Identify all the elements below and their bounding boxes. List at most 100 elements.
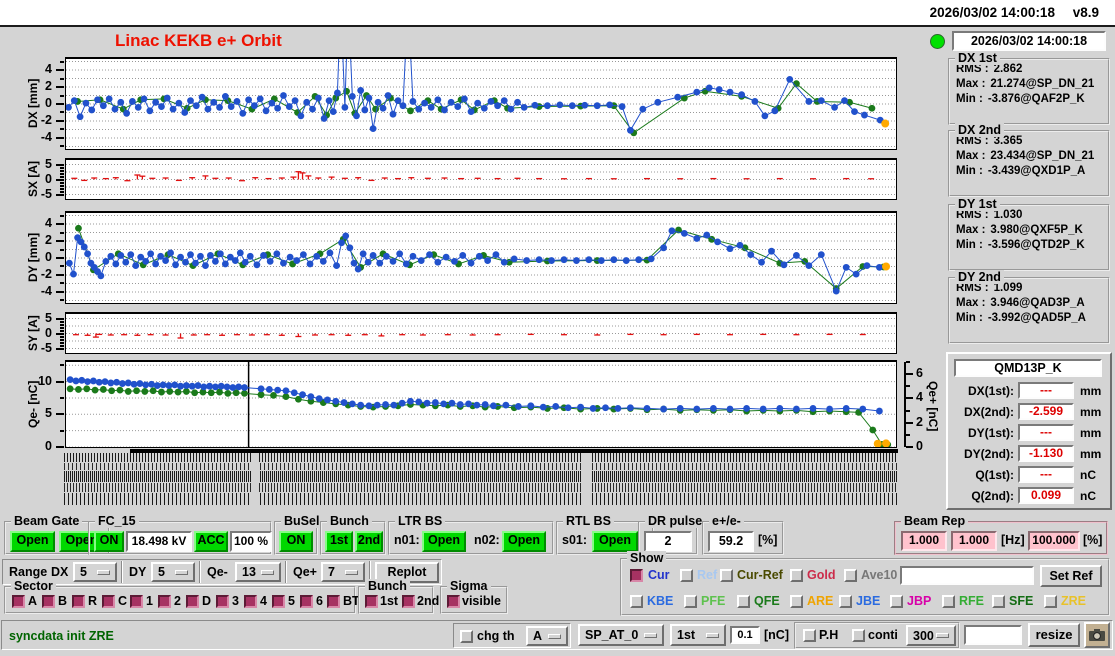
show-are-checkbox[interactable] [790,595,803,608]
sector-3-checkbox[interactable] [216,595,229,608]
bunch-2nd-button[interactable]: 2nd [355,531,383,552]
screenshot-button[interactable] [1084,622,1110,648]
y-minor-tick [60,94,64,97]
sector-2-checkbox[interactable] [158,595,171,608]
dy-plot-canvas [65,215,896,301]
charge-threshold-input[interactable] [730,626,760,644]
beam-gate-open-1-button[interactable]: Open [10,531,55,552]
accelerated-region-bar [130,449,898,453]
window-titlebar: 2026/03/02 14:00:18 v8.9 [0,0,1115,27]
option-menu-indicator [345,569,358,575]
y-tick [56,86,64,89]
bunch-1st-button[interactable]: 1st [325,531,353,552]
bunch-1st-checkbox[interactable] [365,595,378,608]
bunch-2nd-checkbox[interactable] [402,595,415,608]
show-ref-checkbox[interactable] [680,569,693,582]
option-menu-indicator [261,569,274,575]
show-cur-ref-checkbox[interactable] [720,569,733,582]
fc15-on-button[interactable]: ON [94,531,124,552]
y-minor-tick [60,265,64,268]
show-pfe-checkbox[interactable] [684,595,697,608]
sector-d-checkbox[interactable] [186,595,199,608]
sector-bt-checkbox[interactable] [327,595,340,608]
dy2-rms: 1.099 [993,282,1023,294]
y-minor-tick [60,329,64,332]
show-sfe-checkbox[interactable] [992,595,1005,608]
set-ref-button[interactable]: Set Ref [1040,565,1102,587]
y-tick [56,257,64,259]
sector-c-checkbox[interactable] [102,595,115,608]
range-bar: Range DX 5 DY 5 Qe- 13 Qe+ 7 Replot [2,559,442,585]
y-tick-label: 0 [45,250,52,264]
beam-rep-value-1: 1.000 [901,531,947,551]
ltr-n02-open-button[interactable]: Open [502,531,546,552]
ltr-n01-open-button[interactable]: Open [422,531,466,552]
show-cur-label: Cur [648,568,670,582]
bpm-name-select[interactable]: SP_AT_0 [578,624,664,646]
threshold-sector-select[interactable]: A [526,626,568,646]
y-tick-label: 4 [916,390,923,405]
dx-plot-canvas [65,2,896,147]
y-tick [56,136,64,139]
show-jbe-checkbox[interactable] [839,595,852,608]
busel-on-button[interactable]: ON [279,531,313,552]
aux-input[interactable] [964,625,1022,645]
option-menu-indicator [936,633,949,638]
y-tick-label: -5 [40,340,52,355]
y-minor-tick [60,145,64,148]
bunch-select[interactable]: 1st [670,624,726,646]
fc15-acc-button[interactable]: ACC [194,531,228,552]
y-tick-label: 5 [45,406,52,421]
y-minor-tick [60,248,64,251]
status-time: 2026/03/02 14:00:18 [952,31,1106,51]
dx-plot: 4 2 0 -2 -4 [41,2,897,150]
bunch-buttons-group: Bunch 1st 2nd [320,514,386,555]
sector-5-checkbox[interactable] [272,595,285,608]
sector-6-checkbox[interactable] [300,595,313,608]
rtl-s01-open-button[interactable]: Open [592,531,638,552]
right-y-minor-tick [906,409,910,412]
y-tick-label: 2 [916,414,923,429]
range-qe-plus-select[interactable]: 7 [321,562,365,582]
sector-r-checkbox[interactable] [72,595,85,608]
show-jbp-checkbox[interactable] [890,595,903,608]
ref-name-input[interactable] [900,566,1034,585]
y-tick-label: 5 [45,310,52,325]
show-qfe-label: QFE [754,594,780,608]
conti-checkbox[interactable] [852,629,865,642]
y-minor-tick [60,166,64,169]
sector-4-checkbox[interactable] [244,595,257,608]
show-q fe-checkbox[interactable] [737,595,750,608]
range-qe-minus-select[interactable]: 13 [235,562,281,582]
ph-checkbox[interactable] [803,629,816,642]
y-minor-tick [60,169,64,172]
show-cur-checkbox[interactable] [630,569,643,582]
range-dy-select[interactable]: 5 [151,562,195,582]
chg-th-checkbox[interactable] [460,630,473,643]
y-minor-tick [60,282,64,285]
y-tick-label: -4 [40,283,52,298]
resize-button[interactable]: resize [1028,623,1080,647]
sx-plot: 5 0 -5 [41,157,897,201]
beam-rep-value-3: 100.000 [1028,531,1080,551]
right-y-minor-tick [906,361,910,363]
sector-b-checkbox[interactable] [42,595,55,608]
show-kbe-checkbox[interactable] [630,595,643,608]
show-gold-checkbox[interactable] [790,569,803,582]
show-zre-checkbox[interactable] [1044,595,1057,608]
show-ave10-checkbox[interactable] [844,569,857,582]
option-menu-indicator [97,569,110,575]
show-kbe-label: KBE [647,594,674,608]
conti-count-select[interactable]: 300 [906,625,956,646]
sector-1-checkbox[interactable] [130,595,143,608]
range-dx-select[interactable]: 5 [73,562,117,582]
sector-a-checkbox[interactable] [12,595,25,608]
show-rfe-checkbox[interactable] [942,595,955,608]
sigma-visible-checkbox[interactable] [447,595,460,608]
y-minor-tick [60,344,64,347]
camera-icon [1089,629,1105,641]
y-tick [56,119,64,122]
sy-plot-canvas [66,318,896,349]
option-menu-indicator [548,633,561,639]
